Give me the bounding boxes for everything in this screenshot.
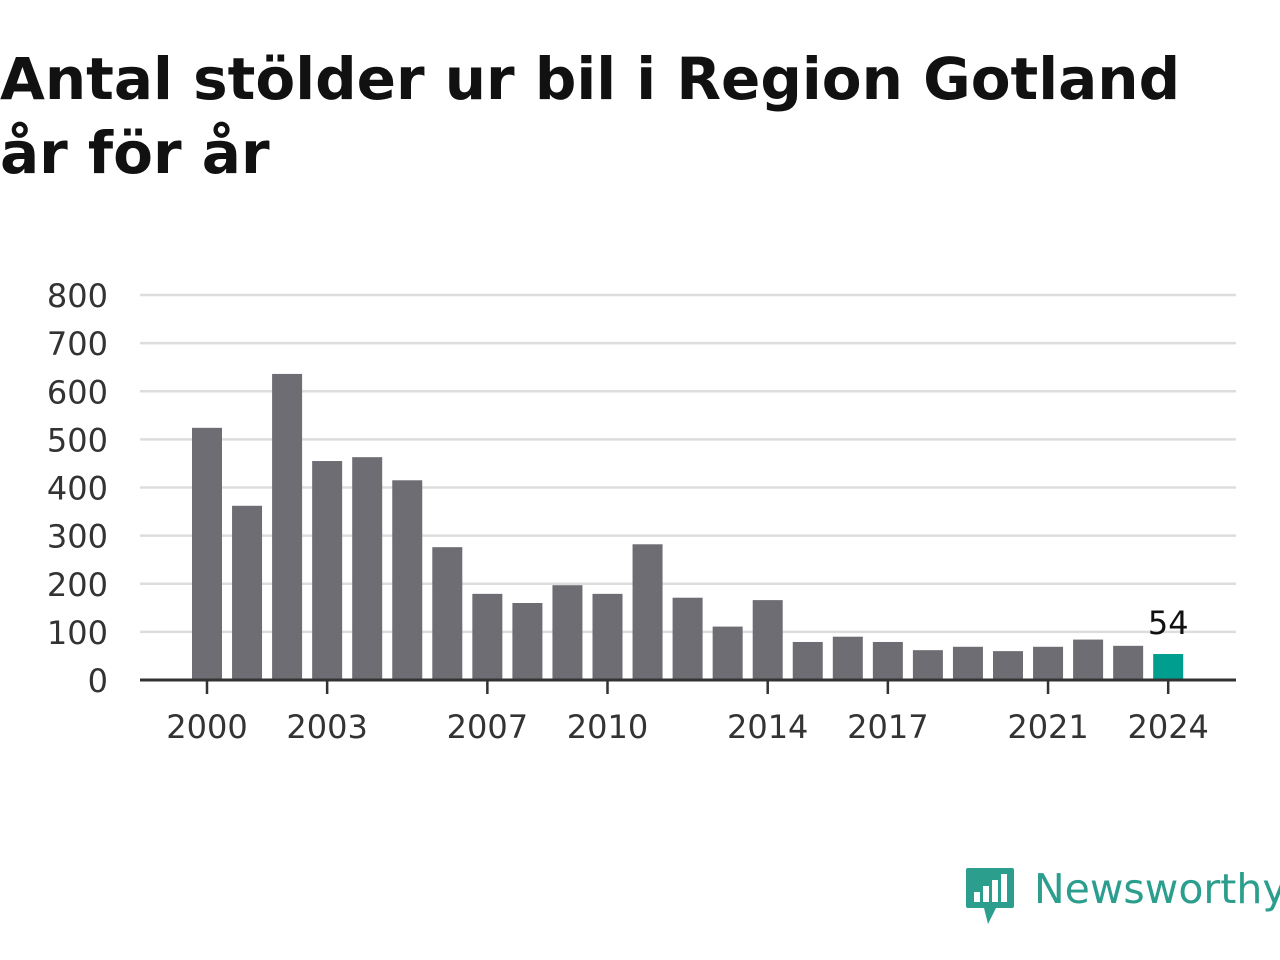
bar-2012 [672,597,703,680]
data-labels: 54 [1148,604,1189,642]
x-tick-label: 2024 [1127,708,1208,746]
y-tick-label: 600 [47,373,108,411]
data-label-2024: 54 [1148,604,1189,642]
bar-2021 [1033,646,1064,680]
bar-2001 [232,505,263,680]
bar-2014 [752,600,783,680]
bar-2024 [1153,654,1184,680]
grid-lines [140,293,1236,634]
y-tick-label: 500 [47,421,108,459]
chat-bar-chart-icon [966,868,1014,924]
bar-2007 [472,593,503,680]
y-axis-ticks: 0 100 200 300 400 500 600 700 800 [47,277,108,700]
bar-2006 [432,547,463,680]
bar-2008 [512,603,543,680]
brand-name: Newsworthy [1034,865,1280,913]
bar-2022 [1073,639,1104,680]
bar-2018 [912,650,943,680]
y-tick-label: 200 [47,566,108,604]
y-tick-label: 800 [47,277,108,315]
bar-2004 [352,457,383,680]
y-tick-label: 300 [47,518,108,556]
bar-2009 [552,585,583,680]
bars [192,373,1184,680]
bar-2016 [832,636,863,680]
chart-title: Antal stölder ur bil i Region Gotland år… [0,45,1181,187]
y-tick-label: 100 [47,614,108,652]
bar-2005 [392,480,423,680]
brand: Newsworthy [964,864,1280,928]
bar-2015 [792,641,823,680]
x-tick-label: 2003 [286,708,367,746]
y-tick-label: 400 [47,470,108,508]
x-tick-label: 2014 [727,708,808,746]
bar-2019 [952,646,983,680]
x-axis-ticks: 2000 2003 2007 2010 2014 2017 2021 2024 [166,680,1209,746]
bar-2010 [592,593,623,680]
x-tick-label: 2007 [447,708,528,746]
bar-2003 [312,461,343,680]
bar-2023 [1113,645,1144,680]
bar-2000 [192,427,222,680]
bar-2020 [993,651,1023,680]
bar-2002 [272,373,303,680]
y-tick-label: 0 [88,662,108,700]
bar-2017 [872,641,903,680]
y-tick-label: 700 [47,325,108,363]
x-tick-label: 2021 [1007,708,1088,746]
bar-2013 [712,626,743,680]
x-tick-label: 2017 [847,708,928,746]
x-tick-label: 2010 [567,708,648,746]
bar-2011 [632,544,663,680]
x-tick-label: 2000 [166,708,247,746]
